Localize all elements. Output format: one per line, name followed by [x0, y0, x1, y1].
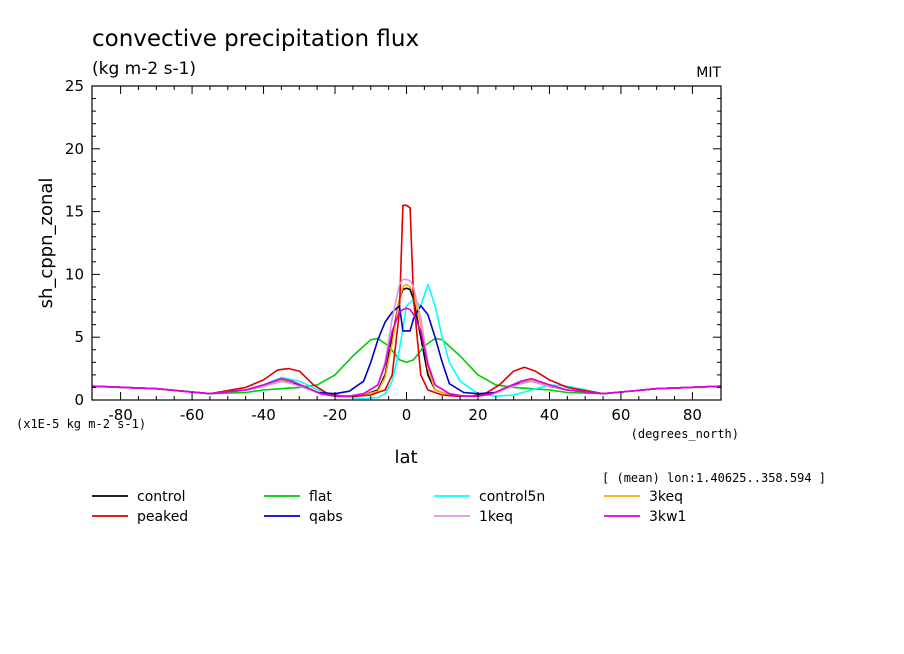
y-scale-note: (x1E-5 kg m-2 s-1) [16, 417, 146, 431]
legend-label-1keq: 1keq [479, 509, 513, 525]
series-line-3keq [91, 283, 722, 398]
x-tick-label: 80 [683, 406, 702, 424]
plot-lines [91, 204, 722, 400]
legend-label-flat: flat [309, 489, 332, 505]
legend-label-qabs: qabs [309, 509, 343, 525]
y-tick-label: 10 [65, 265, 84, 283]
series-line-control5n [91, 283, 722, 400]
legend-label-control: control [137, 489, 186, 505]
y-tick-labels: 0 5 10 15 20 25 [65, 77, 84, 409]
x-tick-label: -80 [108, 406, 133, 424]
series-line-flat [91, 337, 722, 395]
legend-label-peaked: peaked [137, 509, 188, 525]
series-line-3kw1 [91, 307, 722, 398]
x-tick-label: -40 [251, 406, 276, 424]
legend-label-control5n: control5n [479, 489, 545, 505]
x-tick-label: 60 [611, 406, 630, 424]
chart-units: (kg m-2 s-1) [92, 59, 196, 79]
legend: control flat control5n 3keq peaked qabs 1keq 3k… [92, 489, 686, 525]
legend-label-3kw1: 3kw1 [649, 509, 686, 525]
x-tick-label: 0 [402, 406, 412, 424]
x-tick-labels: -80 -60 -40 -20 0 20 40 60 80 [108, 406, 702, 424]
chart-title: convective precipitation flux [92, 26, 419, 52]
series-line-1keq [91, 278, 722, 398]
y-tick-label: 0 [74, 391, 84, 409]
x-axis-label: lat [394, 447, 417, 468]
source-label: MIT [696, 65, 721, 81]
plot-frame [91, 85, 722, 401]
subset-note: [ (mean) lon:1.40625..358.594 ] [602, 471, 826, 485]
y-tick-label: 20 [65, 140, 84, 158]
axis-ticks [92, 85, 721, 401]
series-line-control [91, 287, 722, 398]
y-tick-label: 25 [65, 77, 84, 95]
series-line-peaked [91, 204, 722, 398]
x-tick-label: 20 [468, 406, 487, 424]
x-tick-label: -20 [323, 406, 348, 424]
x-units-label: (degrees_north) [631, 427, 739, 441]
legend-label-3keq: 3keq [649, 489, 683, 505]
series-line-qabs [91, 304, 722, 395]
y-tick-label: 15 [65, 203, 84, 221]
x-tick-label: 40 [540, 406, 559, 424]
y-axis-label: sh_cppn_zonal [36, 178, 57, 309]
x-tick-label: -60 [180, 406, 205, 424]
y-tick-label: 5 [74, 328, 84, 346]
